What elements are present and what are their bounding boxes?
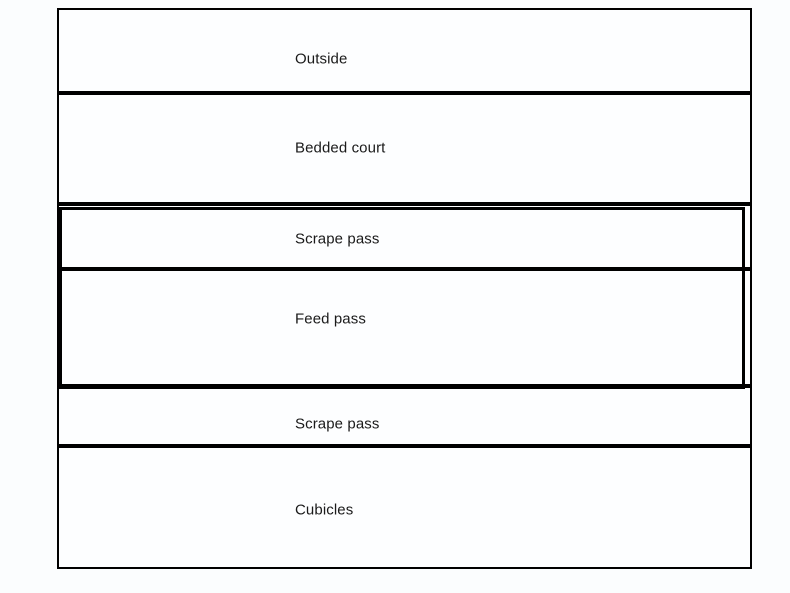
zone-scrape-pass-lower-label: Scrape pass [295, 415, 380, 433]
zone-bedded-court: Bedded court [57, 93, 752, 204]
zone-cubicles-label: Cubicles [295, 501, 354, 519]
zone-scrape-pass-lower: Scrape pass [57, 386, 752, 446]
zone-cubicles: Cubicles [57, 446, 752, 569]
zone-feed-pass-label: Feed pass [295, 310, 366, 328]
zone-outside: Outside [57, 8, 752, 93]
zone-outside-label: Outside [295, 50, 348, 68]
zone-scrape-pass-upper: Scrape pass [57, 204, 752, 269]
zone-feed-pass: Feed pass [57, 269, 752, 386]
zone-scrape-pass-upper-label: Scrape pass [295, 230, 380, 248]
zone-bedded-court-label: Bedded court [295, 139, 386, 157]
barn-layout-diagram: Outside Bedded court Scrape pass Feed pa… [57, 8, 752, 569]
